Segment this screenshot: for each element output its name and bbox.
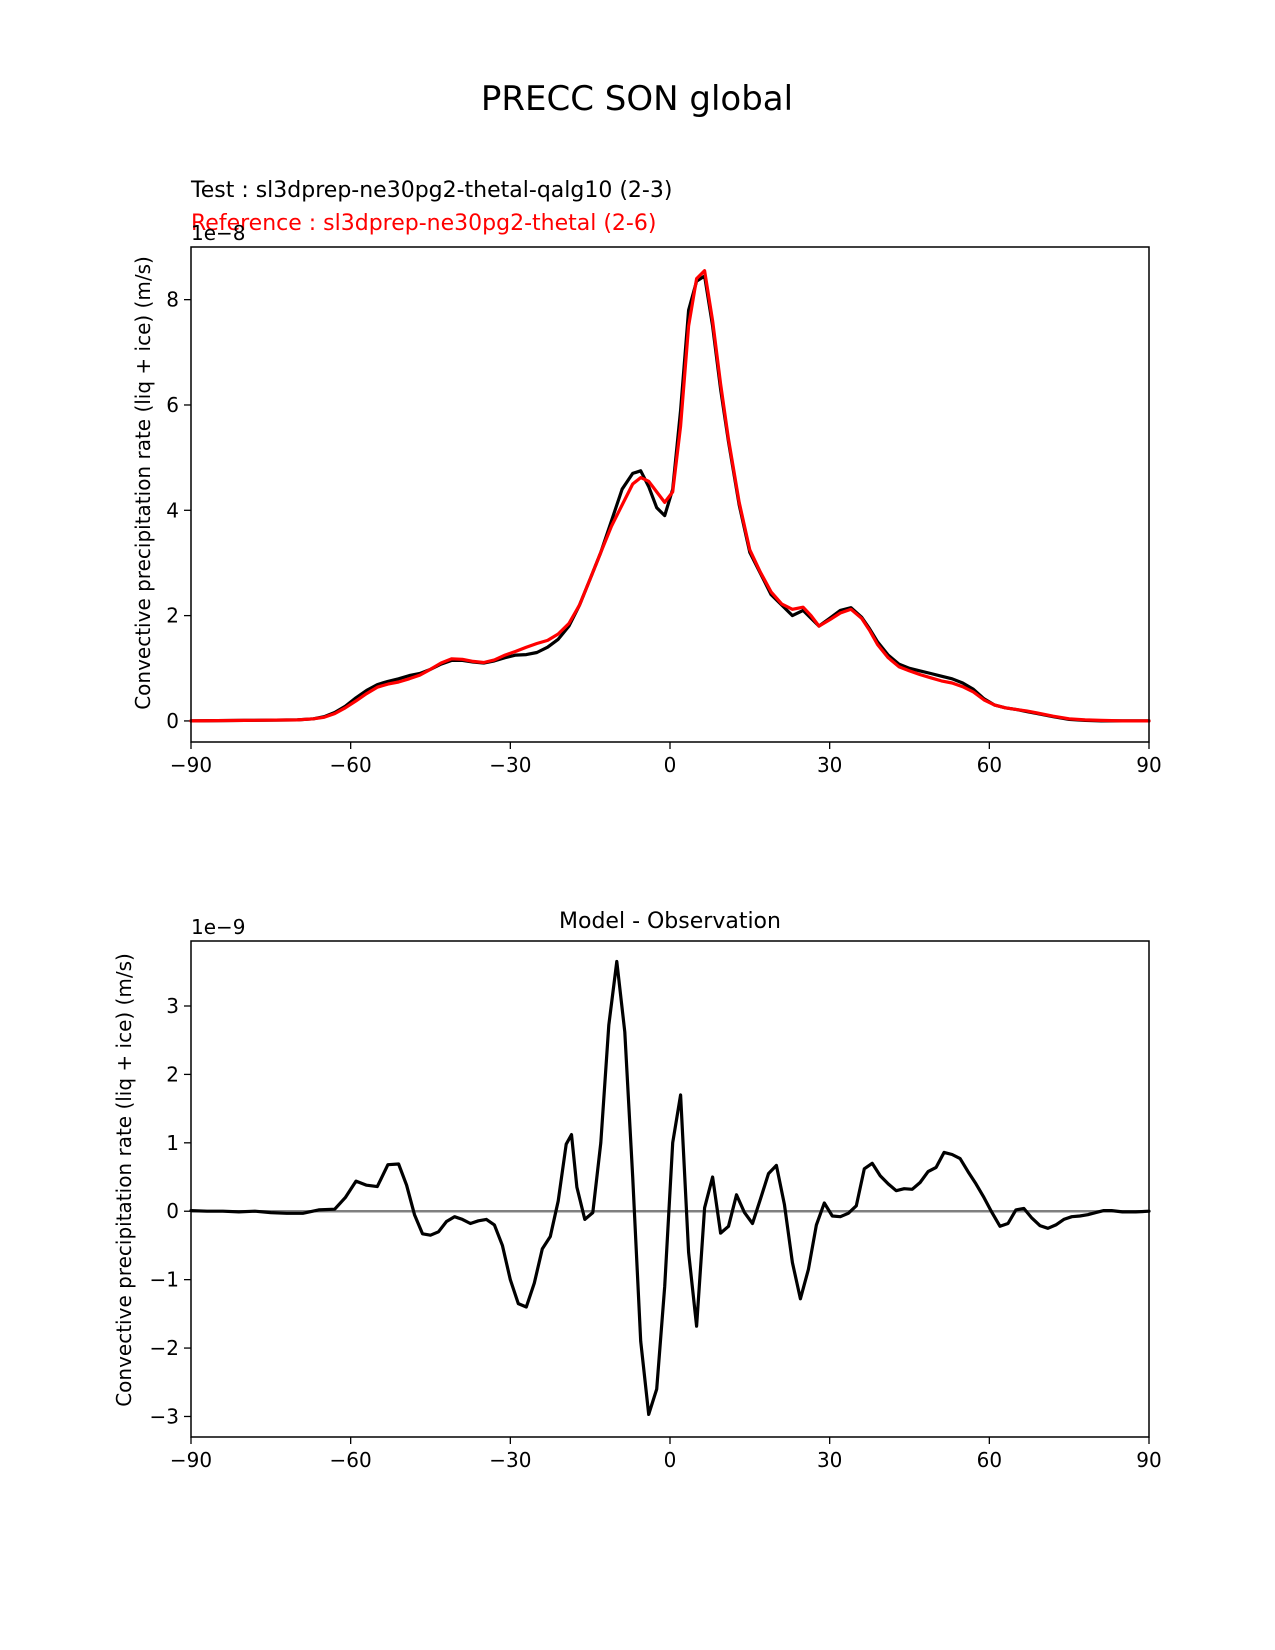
top-xtick-label: −90 <box>170 753 212 777</box>
bottom-axis-ticks: −90 −60 −30 0 30 60 90 −3 −2 −1 0 1 2 3 <box>150 994 1162 1472</box>
bottom-ytick-label: −3 <box>150 1404 179 1428</box>
top-xtick-label: −60 <box>330 753 372 777</box>
bottom-title: Model - Observation <box>559 909 781 934</box>
bottom-chart: Model - Observation 1e−9 Convective prec… <box>112 909 1162 1472</box>
top-ytick-label: 8 <box>166 288 179 312</box>
top-ytick-label: 2 <box>166 604 179 628</box>
bottom-xtick-label: 90 <box>1136 1448 1161 1472</box>
bottom-xtick-label: −30 <box>489 1448 531 1472</box>
top-plot-frame <box>190 246 1150 743</box>
top-xtick-label: 30 <box>817 753 842 777</box>
top-series-line-1 <box>189 274 1151 723</box>
top-ylabel: Convective precipitation rate (liq + ice… <box>131 256 155 710</box>
bottom-xtick-label: 30 <box>817 1448 842 1472</box>
top-axis-ticks: −90 −60 −30 0 30 60 90 0 2 4 6 8 <box>166 288 1161 777</box>
top-xtick-label: 0 <box>664 753 677 777</box>
top-ytick-label: 4 <box>166 498 179 522</box>
bottom-plot-frame <box>190 940 1150 1438</box>
bottom-xtick-label: 0 <box>664 1448 677 1472</box>
bottom-ytick-label: 3 <box>166 994 179 1018</box>
top-xtick-label: 60 <box>977 753 1002 777</box>
bottom-ytick-label: 2 <box>166 1062 179 1086</box>
figure-title: PRECC SON global <box>481 79 793 119</box>
top-ytick-label: 0 <box>166 709 179 733</box>
top-series-line-2 <box>189 269 1151 723</box>
bottom-ytick-label: −1 <box>150 1268 179 1292</box>
top-xtick-label: −30 <box>489 753 531 777</box>
bottom-offset-label: 1e−9 <box>191 915 246 939</box>
top-series <box>189 269 1151 723</box>
bottom-ylabel: Convective precipitation rate (liq + ice… <box>112 953 136 1407</box>
test-title: Test : sl3dprep-ne30pg2-thetal-qalg10 (2… <box>190 178 672 203</box>
top-ytick-label: 6 <box>166 393 179 417</box>
bottom-xtick-label: 60 <box>977 1448 1002 1472</box>
reference-title: Reference : sl3dprep-ne30pg2-thetal (2-6… <box>191 211 656 236</box>
bottom-series-line-1 <box>189 959 1151 1417</box>
top-xtick-label: 90 <box>1136 753 1161 777</box>
top-offset-label: 1e−8 <box>191 221 246 245</box>
bottom-ytick-label: 0 <box>166 1199 179 1223</box>
top-chart: Test : sl3dprep-ne30pg2-thetal-qalg10 (2… <box>131 178 1162 777</box>
bottom-xtick-label: −60 <box>330 1448 372 1472</box>
bottom-xtick-label: −90 <box>170 1448 212 1472</box>
bottom-ytick-label: 1 <box>166 1131 179 1155</box>
bottom-series <box>189 959 1151 1417</box>
bottom-ytick-label: −2 <box>150 1336 179 1360</box>
